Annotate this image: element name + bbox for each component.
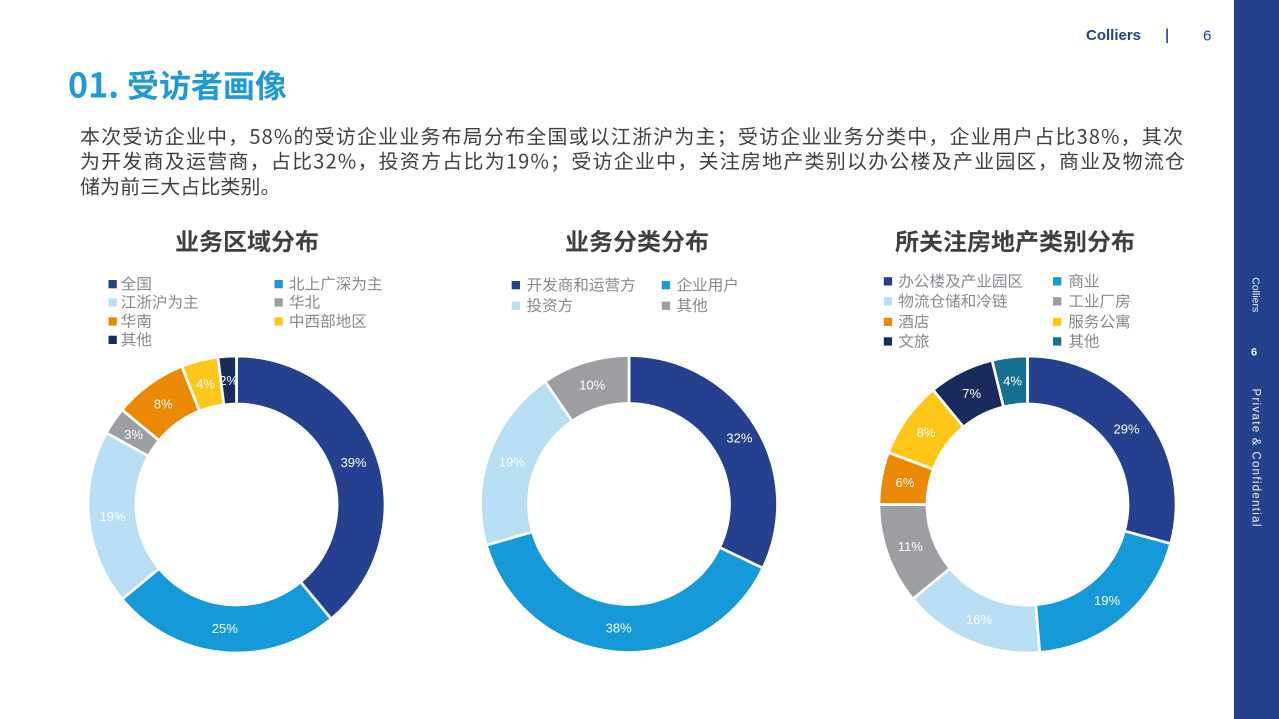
svg-text:3%: 3% [124,427,143,442]
svg-text:32%: 32% [726,430,752,445]
svg-text:25%: 25% [212,621,238,636]
svg-text:7%: 7% [962,386,981,401]
svg-text:Private & Confidential: Private & Confidential [1250,389,1262,528]
svg-text:Colliers: Colliers [1086,27,1141,44]
svg-text:6%: 6% [896,475,915,490]
svg-text:6: 6 [1251,347,1257,359]
svg-text:8%: 8% [154,396,173,411]
svg-text:4%: 4% [1003,374,1022,389]
svg-text:11%: 11% [898,539,923,554]
svg-text:4%: 4% [196,377,215,392]
svg-text:39%: 39% [341,455,367,470]
svg-text:38%: 38% [606,621,632,636]
svg-text:8%: 8% [917,425,936,440]
svg-text:Colliers: Colliers [1250,277,1262,312]
svg-text:10%: 10% [579,378,605,393]
svg-text:19%: 19% [100,509,126,524]
svg-text:6: 6 [1203,28,1211,45]
svg-text:16%: 16% [966,612,992,627]
svg-text:2%: 2% [219,373,238,388]
svg-text:19%: 19% [1094,593,1120,608]
svg-text:19%: 19% [499,455,525,470]
svg-text:29%: 29% [1113,422,1139,437]
